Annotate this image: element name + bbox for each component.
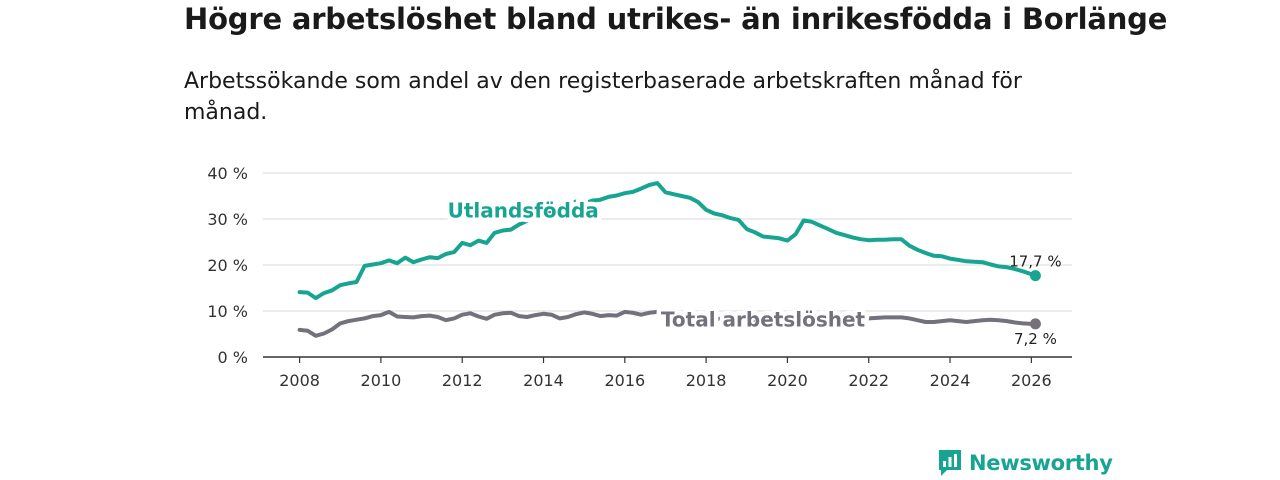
series-lines (297, 181, 1041, 338)
y-tick-label: 30 % (207, 210, 248, 229)
series-label-total: Total arbetslöshet (661, 308, 866, 332)
series-end-label: 7,2 % (1014, 330, 1057, 348)
x-tick-label: 2026 (1011, 371, 1052, 390)
newsworthy-logo-icon (939, 450, 961, 476)
y-tick-label: 10 % (207, 302, 248, 321)
x-tick-label: 2022 (848, 371, 889, 390)
x-tick-label: 2020 (767, 371, 808, 390)
y-tick-label: 40 % (207, 164, 248, 183)
x-axis-ticks: 2008 2010 2012 2014 2016 2018 2020 2022 2024 2026 (279, 357, 1052, 390)
x-tick-label: 2010 (361, 371, 402, 390)
x-tick-label: 2016 (604, 371, 645, 390)
series-line-total (297, 309, 1038, 338)
x-tick-label: 2024 (930, 371, 971, 390)
x-tick-label: 2008 (279, 371, 320, 390)
series-end-point (1029, 270, 1041, 282)
y-axis-tick-labels: 0 % 10 % 20 % 30 % 40 % (207, 164, 248, 367)
x-tick-label: 2018 (686, 371, 727, 390)
series-line-utlandsfodda (297, 181, 1038, 301)
series-end-label: 17,7 % (1009, 253, 1061, 271)
chart-title: Högre arbetslöshet bland utrikes- än inr… (184, 2, 1168, 36)
y-tick-label: 20 % (207, 256, 248, 275)
chart-subtitle: Arbetssökande som andel av den registerb… (184, 69, 1022, 125)
y-tick-label: 0 % (218, 348, 248, 367)
series-end-point (1029, 318, 1041, 330)
series-labels: 17,7 % 7,2 % Utlandsfödda Total arbetslöshe… (443, 194, 1062, 348)
newsworthy-logo: Newsworthy (937, 448, 1113, 478)
newsworthy-logo-text: Newsworthy (969, 451, 1113, 475)
x-tick-label: 2014 (523, 371, 564, 390)
x-tick-label: 2012 (442, 371, 483, 390)
series-label-utlandsfodda: Utlandsfödda (448, 199, 599, 223)
